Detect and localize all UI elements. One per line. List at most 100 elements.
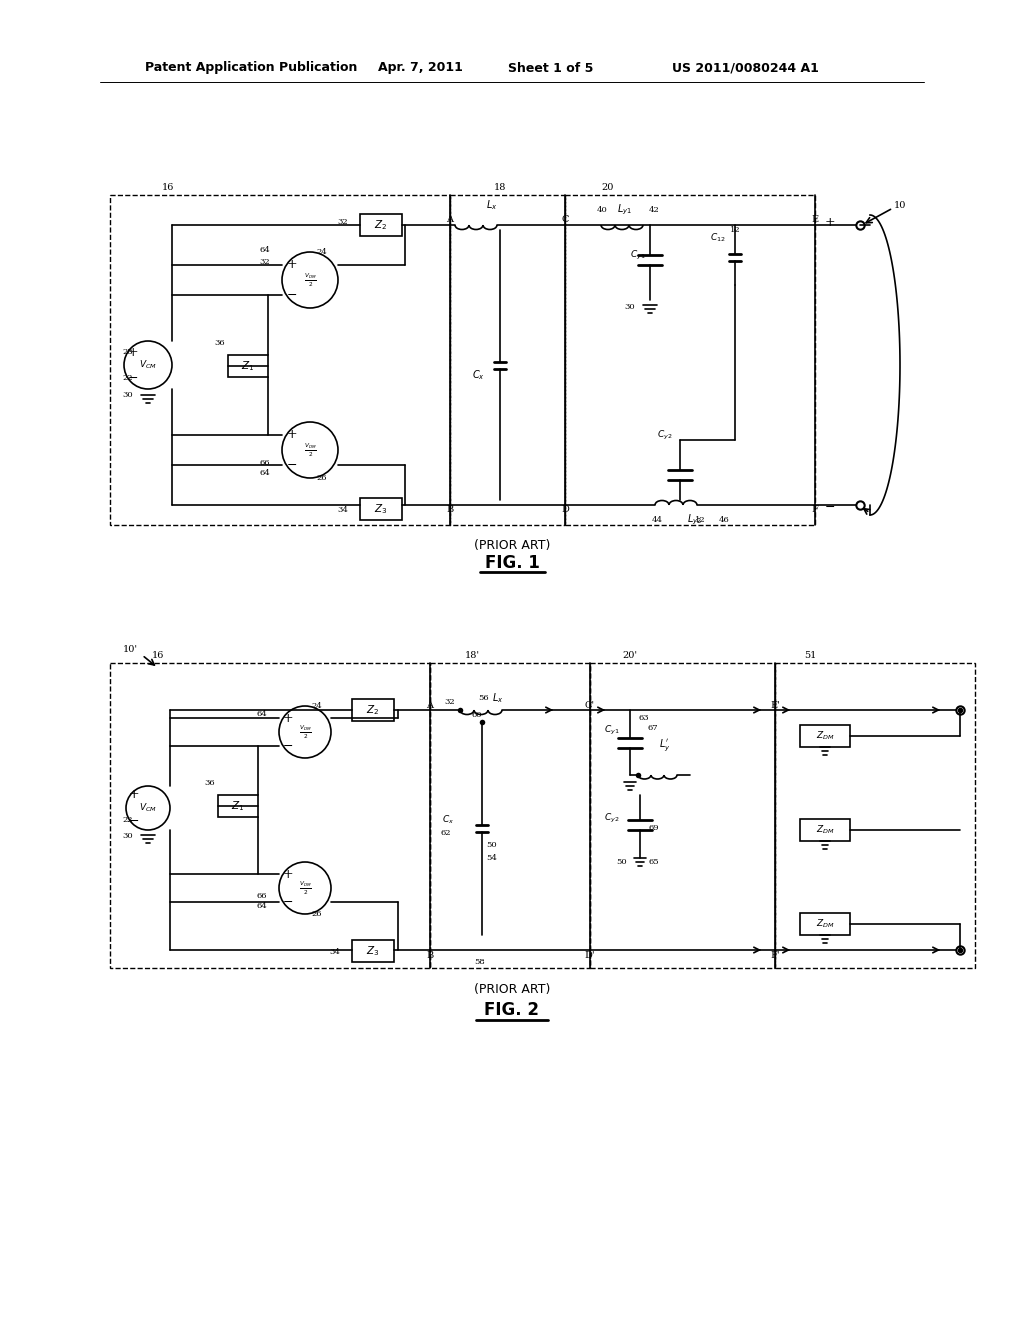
Text: (PRIOR ART): (PRIOR ART): [474, 983, 550, 997]
Text: $L_y'$: $L_y'$: [659, 737, 671, 752]
Text: B: B: [446, 506, 454, 515]
Text: E: E: [811, 215, 818, 224]
Bar: [430, 663, 590, 968]
Text: $Z_2$: $Z_2$: [367, 704, 380, 717]
Text: $\frac{V_{DM}}{2}$: $\frac{V_{DM}}{2}$: [299, 879, 311, 896]
Text: −: −: [129, 814, 139, 828]
Text: C': C': [585, 701, 595, 710]
Bar: [775, 663, 975, 968]
Text: −: −: [283, 895, 293, 908]
Text: $L_{y2}$: $L_{y2}$: [687, 512, 702, 527]
Text: 46: 46: [719, 516, 729, 524]
Text: 32: 32: [260, 257, 270, 267]
Text: 24: 24: [316, 248, 328, 256]
Text: 36: 36: [215, 339, 225, 347]
Text: $C_{y2}$: $C_{y2}$: [604, 812, 620, 825]
Text: 28: 28: [123, 348, 133, 356]
Text: F': F': [770, 950, 780, 960]
Text: 56: 56: [478, 694, 489, 702]
Text: 12: 12: [730, 226, 740, 234]
Bar: [360, 498, 402, 520]
Text: $Z_{DM}$: $Z_{DM}$: [816, 824, 835, 837]
Text: 36: 36: [205, 779, 215, 787]
Text: +: +: [129, 788, 139, 801]
Text: C: C: [561, 215, 568, 224]
Text: 44: 44: [651, 516, 663, 524]
Text: 50: 50: [616, 858, 628, 866]
Text: $Z_{DM}$: $Z_{DM}$: [816, 730, 835, 742]
Text: 66: 66: [257, 892, 267, 900]
Bar: [450, 195, 565, 525]
Text: $\frac{V_{DM}}{2}$: $\frac{V_{DM}}{2}$: [303, 272, 316, 289]
Text: 10': 10': [123, 645, 137, 655]
Text: 69: 69: [648, 824, 659, 832]
Text: 64: 64: [260, 469, 270, 477]
Text: B: B: [426, 950, 433, 960]
Text: −: −: [287, 289, 297, 301]
Circle shape: [126, 785, 170, 830]
Text: +: +: [287, 429, 297, 441]
Text: $C_{12}$: $C_{12}$: [711, 232, 726, 244]
Text: Sheet 1 of 5: Sheet 1 of 5: [508, 62, 593, 74]
Text: −: −: [287, 458, 297, 471]
Text: $\frac{V_{DM}}{2}$: $\frac{V_{DM}}{2}$: [299, 723, 311, 741]
Text: E': E': [770, 701, 780, 710]
Bar: [218, 795, 258, 817]
Text: 42: 42: [648, 206, 659, 214]
Text: $L_x$: $L_x$: [486, 198, 498, 213]
Text: Patent Application Publication: Patent Application Publication: [145, 62, 357, 74]
Text: −: −: [824, 500, 836, 513]
Text: 64: 64: [260, 246, 270, 253]
Text: 30: 30: [625, 304, 635, 312]
Text: 54: 54: [486, 854, 498, 862]
Text: (PRIOR ART): (PRIOR ART): [474, 539, 550, 552]
Text: 24: 24: [311, 702, 323, 710]
Text: $Z_{DM}$: $Z_{DM}$: [816, 917, 835, 931]
Text: $Z_1$: $Z_1$: [231, 799, 245, 813]
Text: 51: 51: [804, 652, 816, 660]
Text: $\frac{V_{DM}}{2}$: $\frac{V_{DM}}{2}$: [303, 441, 316, 459]
Text: 18': 18': [465, 652, 479, 660]
Text: 40: 40: [597, 206, 607, 214]
Text: $C_x$: $C_x$: [472, 368, 484, 381]
Text: $C_{y1}$: $C_{y1}$: [604, 723, 620, 737]
Text: 16: 16: [162, 183, 174, 193]
Text: +: +: [824, 216, 836, 230]
Text: 65: 65: [648, 858, 659, 866]
Text: D: D: [561, 506, 569, 515]
Text: +: +: [287, 259, 297, 272]
Text: +: +: [283, 867, 293, 880]
Text: 10: 10: [894, 201, 906, 210]
Text: 26: 26: [311, 909, 323, 917]
Bar: [110, 195, 450, 525]
Text: 30: 30: [123, 832, 133, 840]
Text: $V_{CM}$: $V_{CM}$: [139, 801, 157, 814]
Text: 64: 64: [257, 902, 267, 909]
Text: Apr. 7, 2011: Apr. 7, 2011: [378, 62, 463, 74]
Bar: [352, 940, 394, 962]
Text: 34: 34: [330, 948, 340, 956]
Bar: [800, 818, 850, 841]
Text: 63: 63: [639, 714, 649, 722]
Text: 20': 20': [623, 652, 638, 660]
Text: $C_{y2}$: $C_{y2}$: [657, 429, 673, 442]
Text: $Z_1$: $Z_1$: [242, 359, 255, 372]
Text: 22: 22: [123, 374, 133, 381]
Text: $Z_3$: $Z_3$: [375, 502, 388, 516]
Text: A: A: [427, 701, 433, 710]
Bar: [800, 913, 850, 935]
Text: 67: 67: [648, 723, 658, 733]
Circle shape: [279, 862, 331, 913]
Text: $C_{y1}$: $C_{y1}$: [630, 248, 646, 261]
Text: D': D': [585, 950, 595, 960]
Text: 18: 18: [494, 183, 506, 193]
Text: 60: 60: [472, 711, 482, 719]
Text: 16: 16: [152, 652, 164, 660]
Text: 20: 20: [602, 183, 614, 193]
Text: 32: 32: [338, 218, 348, 226]
Text: −: −: [128, 371, 138, 384]
Text: +: +: [283, 711, 293, 725]
Text: $C_x$: $C_x$: [442, 813, 454, 826]
Text: 12: 12: [694, 516, 706, 524]
Bar: [352, 700, 394, 721]
